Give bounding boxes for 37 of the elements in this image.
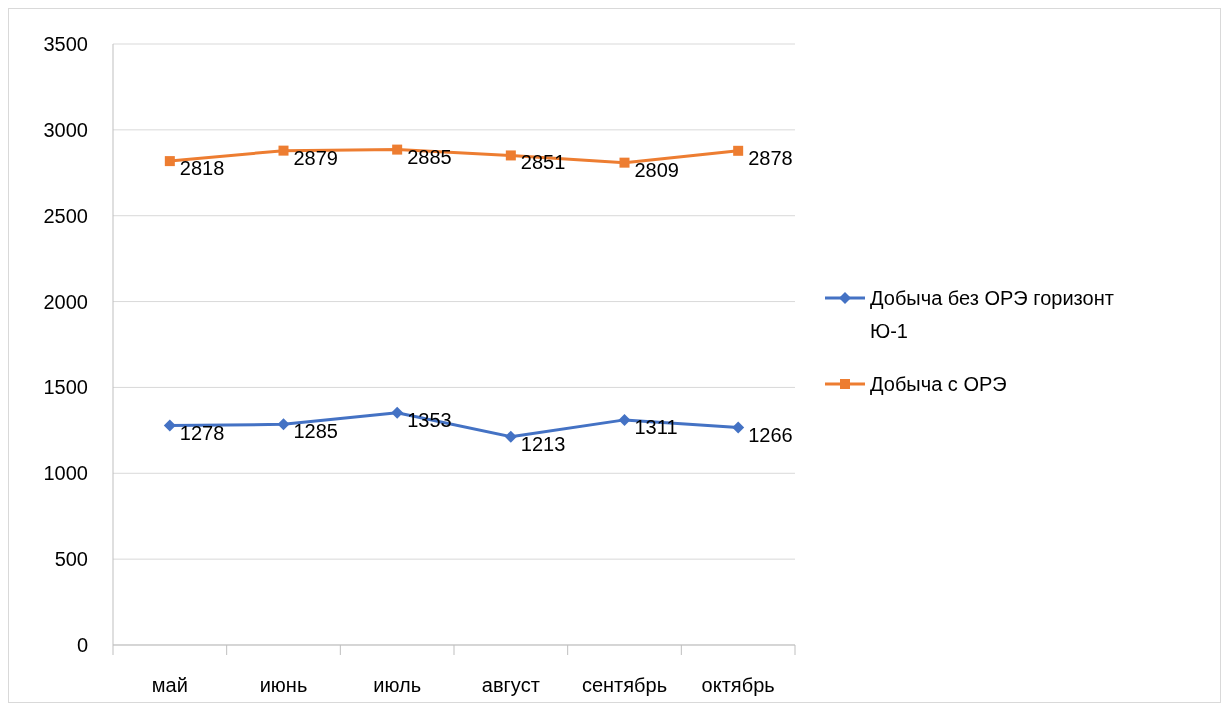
legend-label: Добыча с ОРЭ	[870, 373, 1007, 395]
data-label: 2809	[634, 158, 679, 181]
data-label: 1266	[748, 423, 793, 446]
y-tick-label: 3000	[43, 118, 88, 141]
point	[278, 145, 289, 156]
point	[392, 144, 403, 155]
data-label: 1278	[179, 421, 225, 444]
y-tick-label: 3500	[43, 33, 88, 55]
x-tick-label: июль	[373, 674, 422, 696]
point	[391, 406, 404, 419]
point	[619, 157, 630, 168]
data-label: 1213	[520, 432, 566, 455]
x-tick-label: август	[481, 674, 540, 696]
point	[164, 156, 175, 167]
y-tick-label: 0	[76, 634, 88, 656]
x-tick-label: октябрь	[701, 674, 775, 696]
point	[732, 421, 745, 434]
y-tick-label: 1500	[43, 376, 88, 399]
data-label: 1285	[293, 420, 338, 443]
legend-label: Добыча без ОРЭ горизонт Ю-1	[870, 287, 1114, 342]
data-label: 2885	[407, 145, 452, 168]
data-label: 2818	[179, 157, 225, 180]
data-label: 2878	[748, 146, 793, 169]
y-tick-label: 2500	[43, 204, 88, 227]
y-tick-label: 1000	[43, 462, 88, 485]
data-label: 2879	[293, 146, 338, 169]
y-tick-label: 2000	[43, 290, 88, 313]
point	[504, 430, 517, 443]
point	[505, 150, 516, 161]
point	[277, 418, 290, 431]
x-tick-label: май	[151, 674, 188, 696]
point	[163, 419, 176, 432]
point	[733, 145, 744, 156]
point	[618, 413, 631, 426]
x-tick-label: июнь	[259, 674, 308, 696]
x-tick-label: сентябрь	[581, 674, 668, 696]
y-tick-label: 500	[54, 548, 88, 571]
